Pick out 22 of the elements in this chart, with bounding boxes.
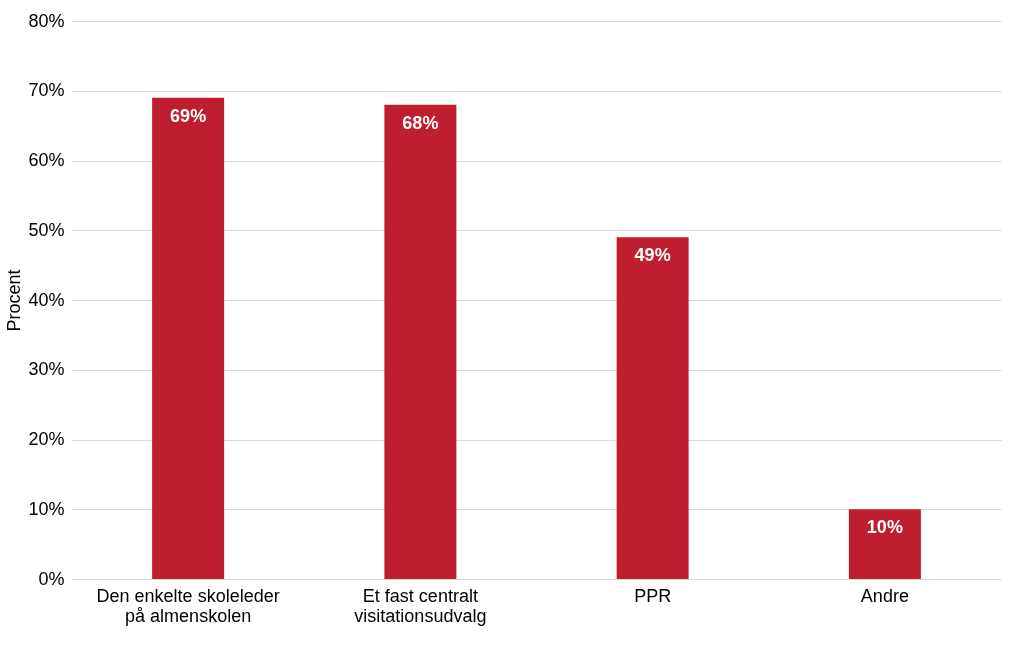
y-tick-label: 0%: [38, 568, 65, 589]
y-tick-label: 50%: [28, 219, 65, 240]
y-tick-label: 30%: [28, 359, 65, 380]
x-tick-label: Den enkelte skoleleder på almenskolen: [96, 585, 280, 626]
data-label: 69%: [170, 105, 207, 126]
y-tick-label: 80%: [28, 10, 65, 31]
y-tick-label: 60%: [28, 150, 65, 170]
x-tick-label: Et fast centralt visitationsudvalg: [354, 585, 487, 626]
y-tick-label: 10%: [28, 498, 65, 519]
y-tick-label: 70%: [28, 80, 65, 101]
bar: [384, 104, 457, 579]
data-label: 10%: [866, 517, 903, 538]
y-tick-label: 20%: [28, 429, 65, 449]
data-label: 49%: [634, 245, 671, 266]
bar: [848, 509, 921, 579]
y-axis-title: Procent: [4, 269, 25, 332]
y-tick-label: 40%: [28, 289, 65, 310]
x-tick-label: PPR: [634, 585, 672, 606]
bar: [616, 237, 689, 579]
x-tick-label: Andre: [860, 585, 909, 606]
bar: [152, 97, 225, 579]
data-label: 68%: [402, 112, 439, 133]
